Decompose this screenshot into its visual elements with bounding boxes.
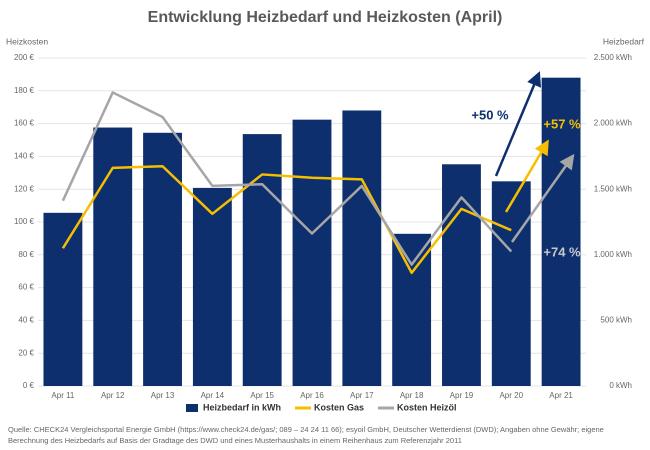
line [61, 91, 513, 266]
y-tick-label: 100 € [14, 217, 35, 226]
legend-label: Kosten Heizöl [397, 402, 457, 412]
x-tick-label: Apr 20 [499, 391, 523, 400]
bar [342, 110, 382, 386]
bar [392, 233, 432, 386]
source-note: Berechnung des Heizbedarfs auf Basis der… [8, 436, 462, 445]
y-tick-label: 0 € [23, 381, 35, 390]
y2-tick-label: 1.000 kWh [594, 250, 632, 259]
y2-tick-label: 1.500 kWh [594, 184, 632, 193]
legend-label: Kosten Gas [314, 402, 364, 412]
x-tick-label: Apr 11 [51, 391, 75, 400]
source-note: Quelle: CHECK24 Vergleichsportal Energie… [8, 425, 604, 434]
y-tick-label: 80 € [18, 250, 34, 259]
bar [93, 127, 133, 386]
y-tick-label: 160 € [14, 119, 35, 128]
bar [242, 134, 282, 386]
annotation: +57 % [543, 116, 581, 131]
y-axis-title: Heizkosten [6, 36, 48, 46]
y-tick-label: 120 € [14, 184, 35, 193]
y2-tick-label: 2.000 kWh [594, 119, 632, 128]
x-tick-label: Apr 19 [450, 391, 474, 400]
bar [192, 187, 232, 386]
y-tick-label: 180 € [14, 86, 35, 95]
x-tick-label: Apr 14 [201, 391, 225, 400]
y2-tick-label: 500 kWh [600, 316, 632, 325]
bar [491, 181, 531, 386]
bar [292, 119, 332, 386]
y2-axis-title: Heizbedarf [603, 36, 645, 46]
line [61, 164, 512, 275]
legend: Heizbedarf in kWh Kosten Gas Kosten Heizöl [186, 402, 457, 412]
plot: 0 € 20 € 40 € 60 € 80 € 100 € 120 € 140 € 160 € 1… [14, 53, 632, 400]
legend-swatch [186, 404, 198, 412]
x-tick-label: Apr 18 [400, 391, 424, 400]
chart-title: Entwicklung Heizbedarf und Heizkosten (A… [148, 9, 503, 26]
y-tick-label: 60 € [18, 283, 34, 292]
y-tick-label: 140 € [14, 152, 35, 161]
arrow [494, 71, 542, 177]
y-tick-label: 20 € [18, 348, 34, 357]
arrow [504, 139, 549, 213]
arrows [494, 71, 575, 243]
legend-label: Heizbedarf in kWh [203, 402, 281, 412]
x-tick-label: Apr 15 [250, 391, 274, 400]
y-tick-label: 40 € [18, 316, 34, 325]
y2-tick-label: 2.500 kWh [594, 53, 632, 62]
bar [143, 132, 182, 386]
bar [541, 77, 581, 387]
bar [442, 164, 481, 386]
x-tick-label: Apr 17 [350, 391, 374, 400]
x-tick-label: Apr 21 [549, 391, 573, 400]
arrow [510, 153, 575, 243]
annotation: +74 % [543, 244, 581, 259]
x-tick-label: Apr 12 [101, 391, 125, 400]
x-tick-label: Apr 16 [300, 391, 324, 400]
bar [43, 212, 83, 386]
annotation: +50 % [471, 107, 509, 122]
x-tick-label: Apr 13 [151, 391, 175, 400]
y-tick-label: 200 € [14, 53, 35, 62]
y2-tick-label: 0 kWh [609, 381, 632, 390]
